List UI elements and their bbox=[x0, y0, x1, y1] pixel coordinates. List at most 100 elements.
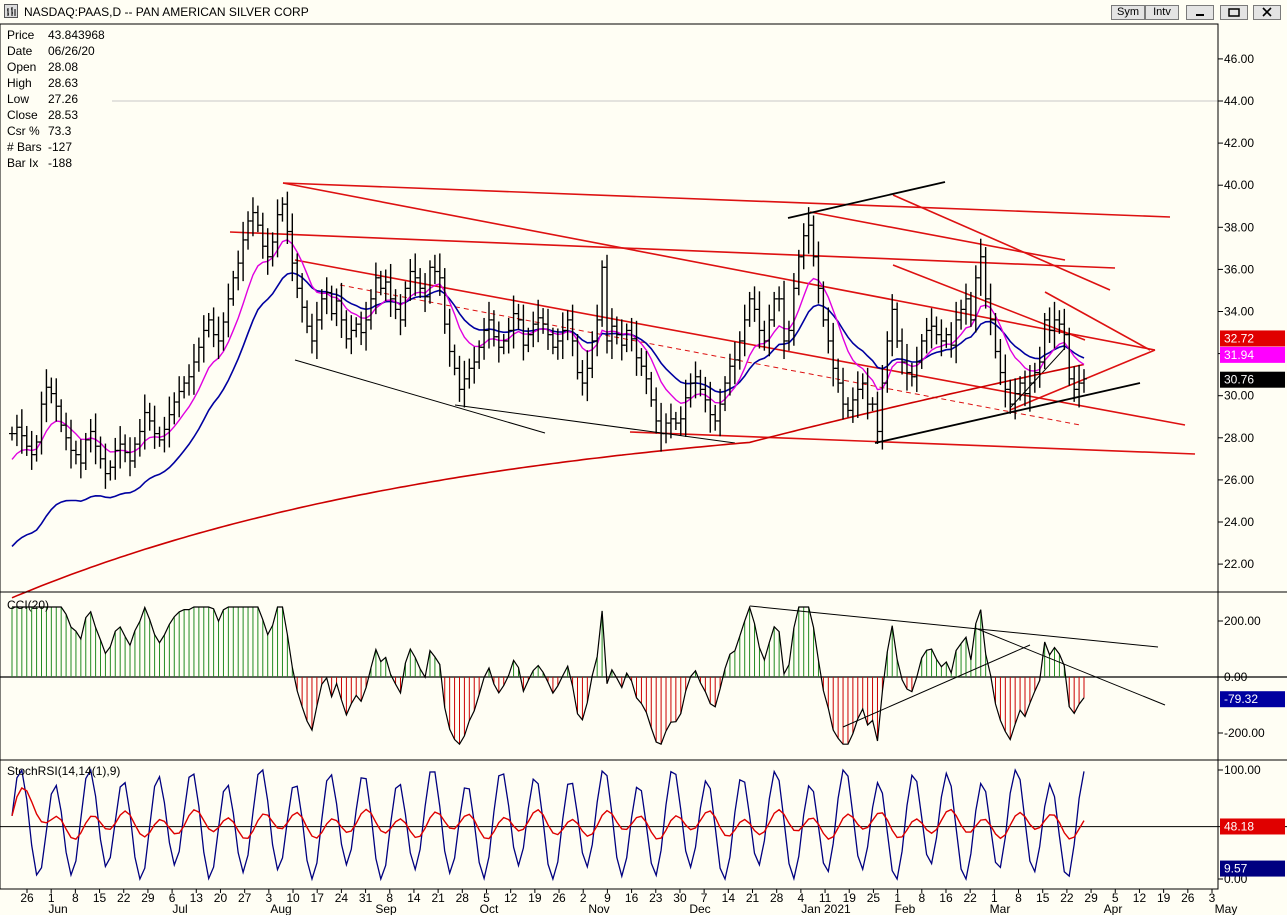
app-icon bbox=[4, 4, 18, 18]
trendline-black bbox=[874, 382, 1141, 444]
window-title: NASDAQ:PAAS,D -- PAN AMERICAN SILVER COR… bbox=[24, 5, 309, 19]
trendline-red bbox=[229, 231, 1116, 269]
trendline-black bbox=[787, 181, 946, 219]
info-label: Open bbox=[7, 60, 37, 74]
x-tick-label: 5 bbox=[1112, 891, 1119, 905]
x-tick-label: 1 bbox=[48, 891, 55, 905]
y-tick-label: 36.00 bbox=[1224, 262, 1254, 276]
value-badge bbox=[1220, 371, 1285, 388]
trendline-black bbox=[1009, 347, 1066, 409]
x-tick-label: 11 bbox=[819, 891, 832, 905]
x-tick-label: 14 bbox=[407, 891, 421, 905]
window-header: NASDAQ:PAAS,D -- PAN AMERICAN SILVER COR… bbox=[0, 0, 1287, 24]
trendline-red bbox=[892, 264, 1086, 341]
cci-trendline bbox=[974, 627, 1166, 706]
bars-icon bbox=[7, 7, 16, 16]
x-tick-label: 2 bbox=[580, 891, 587, 905]
restore-button[interactable] bbox=[1220, 5, 1248, 20]
x-month-label: Jul bbox=[172, 902, 187, 915]
info-row: Price 43.843968 bbox=[7, 27, 105, 43]
x-month-label: Jan 2021 bbox=[801, 902, 851, 915]
info-value: 28.63 bbox=[48, 76, 79, 90]
x-tick-label: 7 bbox=[701, 891, 708, 905]
x-tick-label: 20 bbox=[214, 891, 228, 905]
x-month-label: Feb bbox=[895, 902, 916, 915]
y-tick-label: 28.00 bbox=[1224, 431, 1254, 445]
trendline-red bbox=[629, 431, 1196, 455]
stoch-title: StochRSI(14,14(1),9) bbox=[7, 764, 120, 778]
x-tick-label: 6 bbox=[169, 891, 176, 905]
x-tick-label: 15 bbox=[93, 891, 107, 905]
sym-button[interactable]: Sym bbox=[1111, 5, 1145, 20]
intv-button[interactable]: Intv bbox=[1145, 5, 1179, 20]
info-row: # Bars -127 bbox=[7, 139, 105, 155]
price-bar bbox=[1081, 369, 1087, 393]
x-tick-label: 28 bbox=[456, 891, 470, 905]
x-tick-label: 12 bbox=[504, 891, 518, 905]
x-tick-label: 28 bbox=[770, 891, 784, 905]
x-tick-label: 8 bbox=[386, 891, 393, 905]
x-tick-label: 9 bbox=[604, 891, 611, 905]
x-month-label: May bbox=[1215, 902, 1238, 915]
y-tick-label: 40.00 bbox=[1224, 178, 1254, 192]
value-badge-label: 9.57 bbox=[1224, 862, 1248, 876]
info-panel: Price 43.843968 Date 06/26/20 Open 28.08 Hi… bbox=[7, 27, 105, 171]
info-row: Open 28.08 bbox=[7, 59, 105, 75]
info-value: 27.26 bbox=[48, 92, 79, 106]
value-badge bbox=[1220, 346, 1285, 363]
info-value: 06/26/20 bbox=[48, 44, 95, 58]
trendline-red bbox=[892, 194, 1111, 291]
stoch-y-tick-label: 100.00 bbox=[1224, 763, 1261, 777]
trendline-red bbox=[1044, 291, 1151, 351]
x-month-label: Dec bbox=[689, 902, 710, 915]
x-tick-label: 26 bbox=[20, 891, 34, 905]
info-label: Date bbox=[7, 44, 33, 58]
cci-line bbox=[12, 605, 1085, 746]
x-tick-label: 26 bbox=[552, 891, 566, 905]
cci-title: CCI(20) bbox=[7, 598, 49, 612]
x-tick-label: 23 bbox=[649, 891, 663, 905]
x-tick-label: 3 bbox=[265, 891, 272, 905]
y-tick-label: 42.00 bbox=[1224, 136, 1254, 150]
x-tick-label: 4 bbox=[798, 891, 805, 905]
x-month-label: Aug bbox=[270, 902, 291, 915]
x-tick-label: 3 bbox=[1209, 891, 1216, 905]
x-tick-label: 31 bbox=[359, 891, 373, 905]
x-tick-label: 8 bbox=[918, 891, 925, 905]
value-badge bbox=[1220, 691, 1285, 708]
x-month-label: Mar bbox=[990, 902, 1011, 915]
trendline-red bbox=[282, 182, 1156, 351]
x-tick-label: 19 bbox=[1157, 891, 1171, 905]
info-row: Close 28.53 bbox=[7, 107, 105, 123]
info-value: 43.843968 bbox=[48, 28, 105, 42]
x-tick-label: 17 bbox=[311, 891, 325, 905]
plot-frame bbox=[0, 23, 1219, 890]
x-tick-label: 5 bbox=[483, 891, 490, 905]
stoch-k-line bbox=[11, 768, 1085, 882]
x-tick-label: 25 bbox=[867, 891, 881, 905]
info-label: Price bbox=[7, 28, 35, 42]
value-badge-label: 32.72 bbox=[1224, 331, 1254, 345]
x-tick-label: 1 bbox=[991, 891, 998, 905]
value-badge-label: 30.76 bbox=[1224, 373, 1254, 387]
info-value: 28.53 bbox=[48, 108, 79, 122]
minimize-button[interactable] bbox=[1186, 5, 1214, 20]
x-tick-label: 8 bbox=[1015, 891, 1022, 905]
info-value: 73.3 bbox=[48, 124, 72, 138]
value-badge-label: 31.94 bbox=[1224, 348, 1254, 362]
x-month-label: Nov bbox=[588, 902, 609, 915]
info-label: Csr % bbox=[7, 124, 40, 138]
x-tick-label: 19 bbox=[528, 891, 542, 905]
close-button[interactable] bbox=[1253, 5, 1281, 20]
sym-label: Sym bbox=[1117, 6, 1139, 18]
value-badge bbox=[1220, 818, 1285, 835]
x-tick-label: 16 bbox=[625, 891, 639, 905]
value-badge bbox=[1220, 860, 1285, 877]
stoch-d-line bbox=[11, 787, 1085, 841]
value-badge bbox=[1220, 330, 1285, 347]
y-tick-label: 22.00 bbox=[1224, 557, 1254, 571]
x-tick-label: 10 bbox=[286, 891, 300, 905]
trendline-red bbox=[282, 182, 1171, 218]
x-tick-label: 21 bbox=[746, 891, 760, 905]
